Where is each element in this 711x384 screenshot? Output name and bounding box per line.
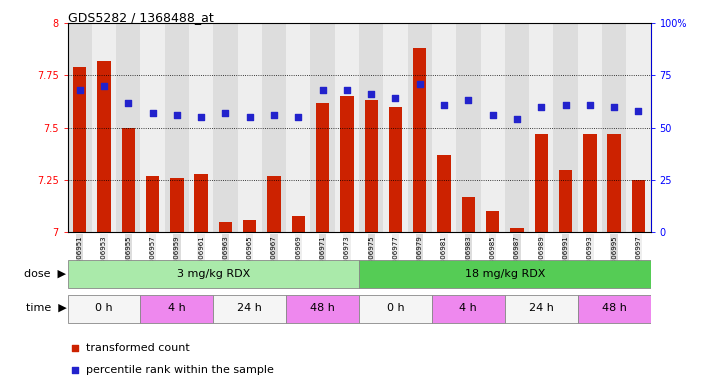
- Bar: [437, 155, 451, 232]
- Bar: [383, 23, 407, 232]
- Text: 48 h: 48 h: [602, 303, 626, 313]
- Bar: [141, 295, 213, 323]
- Bar: [461, 197, 475, 232]
- Text: dose  ▶: dose ▶: [24, 268, 66, 278]
- Bar: [68, 23, 92, 232]
- Bar: [432, 295, 505, 323]
- Point: [122, 99, 134, 106]
- Bar: [292, 215, 305, 232]
- Bar: [146, 176, 159, 232]
- Bar: [407, 23, 432, 232]
- Point: [511, 116, 523, 122]
- Bar: [92, 23, 116, 232]
- Point: [463, 98, 474, 104]
- Bar: [626, 23, 651, 232]
- Bar: [316, 103, 329, 232]
- Point: [487, 112, 498, 118]
- Bar: [607, 134, 621, 232]
- Bar: [68, 295, 141, 323]
- Bar: [335, 23, 359, 232]
- Bar: [116, 23, 141, 232]
- Bar: [170, 178, 183, 232]
- Bar: [141, 23, 165, 232]
- Bar: [213, 295, 286, 323]
- Text: 18 mg/kg RDX: 18 mg/kg RDX: [464, 268, 545, 278]
- Bar: [602, 23, 626, 232]
- Bar: [262, 23, 286, 232]
- Point: [98, 83, 109, 89]
- Bar: [510, 228, 523, 232]
- Bar: [219, 222, 232, 232]
- Point: [560, 102, 571, 108]
- Bar: [267, 176, 281, 232]
- Text: time  ▶: time ▶: [26, 303, 66, 313]
- Point: [293, 114, 304, 120]
- Bar: [359, 23, 383, 232]
- Text: 24 h: 24 h: [237, 303, 262, 313]
- Bar: [122, 127, 135, 232]
- Bar: [432, 23, 456, 232]
- Point: [147, 110, 159, 116]
- Bar: [237, 23, 262, 232]
- Bar: [505, 23, 529, 232]
- Text: 3 mg/kg RDX: 3 mg/kg RDX: [176, 268, 250, 278]
- Bar: [529, 23, 553, 232]
- Bar: [578, 23, 602, 232]
- Bar: [195, 174, 208, 232]
- Point: [268, 112, 279, 118]
- Text: GDS5282 / 1368488_at: GDS5282 / 1368488_at: [68, 12, 213, 25]
- Bar: [73, 67, 86, 232]
- Point: [365, 91, 377, 97]
- Bar: [165, 23, 189, 232]
- Bar: [505, 295, 578, 323]
- Point: [633, 108, 644, 114]
- Bar: [389, 107, 402, 232]
- Text: 48 h: 48 h: [310, 303, 335, 313]
- Text: 24 h: 24 h: [529, 303, 554, 313]
- Bar: [213, 23, 237, 232]
- Point: [74, 87, 85, 93]
- Point: [317, 87, 328, 93]
- Point: [220, 110, 231, 116]
- Bar: [559, 170, 572, 232]
- Bar: [365, 101, 378, 232]
- Bar: [486, 211, 499, 232]
- Point: [439, 102, 450, 108]
- Point: [171, 112, 183, 118]
- Bar: [359, 260, 651, 288]
- Bar: [286, 295, 359, 323]
- Bar: [632, 180, 645, 232]
- Text: percentile rank within the sample: percentile rank within the sample: [86, 365, 274, 375]
- Point: [414, 81, 425, 87]
- Text: 0 h: 0 h: [95, 303, 113, 313]
- Bar: [583, 134, 597, 232]
- Bar: [97, 61, 111, 232]
- Text: 0 h: 0 h: [387, 303, 405, 313]
- Point: [417, 29, 428, 35]
- Bar: [68, 260, 359, 288]
- Text: 4 h: 4 h: [459, 303, 477, 313]
- Bar: [341, 96, 353, 232]
- Bar: [553, 23, 578, 232]
- Bar: [535, 134, 548, 232]
- Point: [196, 114, 207, 120]
- Point: [417, 229, 428, 235]
- Bar: [456, 23, 481, 232]
- Point: [609, 104, 620, 110]
- Bar: [311, 23, 335, 232]
- Bar: [481, 23, 505, 232]
- Text: transformed count: transformed count: [86, 343, 190, 353]
- Bar: [243, 220, 257, 232]
- Point: [584, 102, 596, 108]
- Point: [390, 95, 401, 101]
- Bar: [359, 295, 432, 323]
- Point: [341, 87, 353, 93]
- Point: [244, 114, 255, 120]
- Bar: [189, 23, 213, 232]
- Point: [535, 104, 547, 110]
- Bar: [413, 48, 427, 232]
- Text: 4 h: 4 h: [168, 303, 186, 313]
- Bar: [286, 23, 311, 232]
- Bar: [578, 295, 651, 323]
